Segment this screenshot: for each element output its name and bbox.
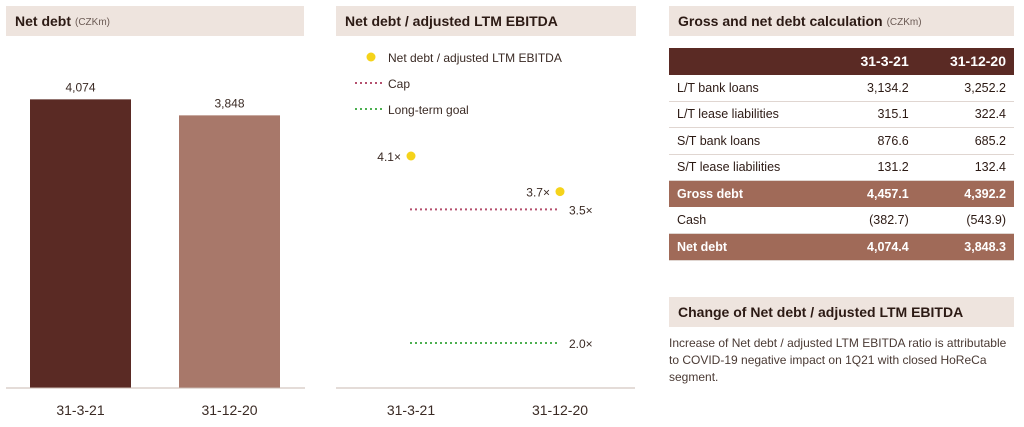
gross-debt-row: Gross debt 4,457.1 4,392.2 [669, 180, 1014, 208]
x-tick-label: 31-3-21 [56, 402, 104, 418]
table-row: S/T bank loans 876.6 685.2 [669, 127, 1014, 155]
column-header: 31-3-21 [830, 48, 917, 75]
net-debt-bar-chart: 4,074 31-3-21 3,848 31-12-20 [6, 80, 305, 418]
cell-value: (543.9) [916, 207, 1014, 234]
ratio-chart: Net debt / adjusted LTM EBITDA Cap Long-te… [336, 51, 635, 418]
legend-label: Net debt / adjusted LTM EBITDA [388, 51, 562, 65]
cell-value: 3,252.2 [916, 74, 1014, 102]
change-title: Change of Net debt / adjusted LTM EBITDA [678, 304, 964, 320]
calc-header: Gross and net debt calculation (CZKm) [669, 6, 1014, 36]
data-point [406, 151, 416, 161]
cell-value: 322.4 [916, 101, 1014, 128]
row-label: Cash [669, 207, 831, 234]
data-label: 3.7× [526, 186, 550, 200]
line-label: 3.5× [569, 203, 593, 217]
table-row: L/T bank loans 3,134.2 3,252.2 [669, 74, 1014, 102]
data-label: 4.1× [377, 150, 401, 164]
ratio-title: Net debt / adjusted LTM EBITDA [345, 13, 558, 29]
cell-value: 4,457.1 [830, 180, 917, 208]
column-header [669, 48, 831, 75]
debt-calculation-table: 31-3-21 31-12-20 L/T bank loans 3,134.2 … [669, 48, 1014, 261]
cell-value: 131.2 [830, 154, 917, 181]
net-debt-row: Net debt 4,074.4 3,848.3 [669, 233, 1014, 261]
calc-title: Gross and net debt calculation [678, 13, 883, 29]
data-label: 4,074 [65, 80, 95, 94]
row-label: L/T bank loans [669, 74, 831, 102]
change-note: Increase of Net debt / adjusted LTM EBIT… [669, 336, 1007, 384]
calc-unit: (CZKm) [886, 17, 922, 28]
net-debt-unit: (CZKm) [75, 17, 110, 28]
net-debt-header: Net debt (CZKm) [6, 6, 304, 36]
legend-marker [366, 52, 376, 62]
table-row: S/T lease liabilities 131.2 132.4 [669, 154, 1014, 181]
x-tick-label: 31-12-20 [201, 402, 257, 418]
ratio-header: Net debt / adjusted LTM EBITDA [336, 6, 636, 36]
cell-value: 4,392.2 [916, 180, 1014, 208]
bar [30, 99, 131, 388]
row-label: S/T lease liabilities [669, 154, 831, 181]
row-label: L/T lease liabilities [669, 101, 831, 128]
data-label: 3,848 [214, 96, 244, 110]
change-header: Change of Net debt / adjusted LTM EBITDA [669, 297, 1014, 327]
table-row: L/T lease liabilities 315.1 322.4 [669, 101, 1014, 128]
x-tick-label: 31-12-20 [532, 402, 588, 418]
cell-value: 3,848.3 [916, 233, 1014, 261]
data-point [555, 187, 565, 197]
bar [179, 115, 280, 388]
legend-label: Cap [388, 77, 410, 91]
cell-value: 3,134.2 [830, 74, 917, 102]
row-label: S/T bank loans [669, 127, 831, 155]
cell-value: 132.4 [916, 154, 1014, 181]
x-tick-label: 31-3-21 [387, 402, 435, 418]
cell-value: 315.1 [830, 101, 917, 128]
legend-label: Long-term goal [388, 103, 469, 117]
cell-value: 685.2 [916, 127, 1014, 155]
table-header-row: 31-3-21 31-12-20 [669, 48, 1014, 75]
cell-value: 876.6 [830, 127, 917, 155]
table-row: Cash (382.7) (543.9) [669, 207, 1014, 234]
row-label: Net debt [669, 233, 831, 261]
cell-value: (382.7) [830, 207, 917, 234]
net-debt-title: Net debt [15, 13, 71, 29]
row-label: Gross debt [669, 180, 831, 208]
line-label: 2.0× [569, 337, 593, 351]
cell-value: 4,074.4 [830, 233, 917, 261]
column-header: 31-12-20 [916, 48, 1014, 75]
